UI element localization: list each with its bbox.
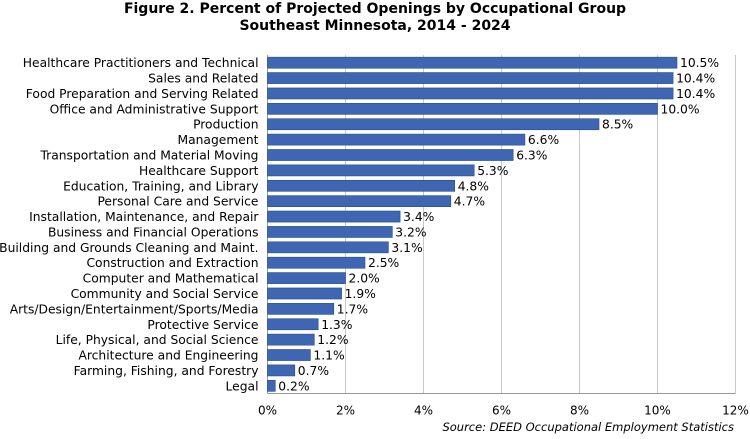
category-label: Office and Administrative Support <box>50 102 259 116</box>
data-label: 4.8% <box>458 179 489 193</box>
bar <box>267 133 526 146</box>
data-label: 10.0% <box>661 102 700 116</box>
bar <box>267 103 658 115</box>
x-tick-label: 8% <box>570 404 589 418</box>
data-label: 10.4% <box>676 87 715 101</box>
bar <box>267 272 346 284</box>
data-label: 1.3% <box>321 318 352 332</box>
category-label: Business and Financial Operations <box>48 225 259 239</box>
bar <box>267 318 319 331</box>
category-label: Community and Social Service <box>71 287 259 301</box>
category-label: Healthcare Practitioners and Technical <box>23 56 259 70</box>
data-label: 1.7% <box>337 302 368 316</box>
data-label: 10.4% <box>676 72 715 86</box>
bar <box>267 241 389 254</box>
source-note: Source: DEED Occupational Employment Sta… <box>442 420 734 434</box>
bar <box>267 333 315 346</box>
category-label: Education, Training, and Library <box>63 179 258 193</box>
category-label: Management <box>177 133 258 147</box>
data-label: 4.7% <box>454 195 485 209</box>
data-label: 10.5% <box>680 56 719 70</box>
data-label: 0.7% <box>298 364 329 378</box>
x-tick-label: 2% <box>336 404 355 418</box>
category-label: Legal <box>226 379 259 393</box>
bar <box>267 179 455 192</box>
category-label: Healthcare Support <box>139 164 259 178</box>
category-label: Sales and Related <box>148 72 258 86</box>
x-tick-label: 4% <box>414 404 433 418</box>
category-label: Farming, Fishing, and Forestry <box>74 364 259 378</box>
data-label: 1.1% <box>313 349 344 363</box>
data-label: 1.2% <box>317 333 348 347</box>
x-tick-label: 0% <box>258 404 277 418</box>
category-label: Building and Grounds Cleaning and Maint. <box>0 241 259 255</box>
category-label: Personal Care and Service <box>97 195 258 209</box>
category-label: Architecture and Engineering <box>78 349 258 363</box>
bar <box>267 379 276 392</box>
bar <box>267 303 335 315</box>
data-label: 3.1% <box>391 241 422 255</box>
data-label: 6.6% <box>528 133 559 147</box>
bar <box>267 87 674 100</box>
chart-title: Figure 2. Percent of Projected Openings … <box>123 1 627 17</box>
category-label: Construction and Extraction <box>86 256 258 270</box>
category-label: Installation, Maintenance, and Repair <box>29 210 259 224</box>
data-label: 6.3% <box>516 149 547 163</box>
category-label: Life, Physical, and Social Science <box>56 333 259 347</box>
bar <box>267 226 393 238</box>
x-tick-label: 12% <box>722 404 749 418</box>
x-tick-label: 10% <box>644 404 671 418</box>
data-label: 3.4% <box>403 210 434 224</box>
bar <box>267 56 678 69</box>
bar <box>267 364 296 377</box>
category-label: Computer and Mathematical <box>83 272 259 286</box>
chart-subtitle: Southeast Minnesota, 2014 - 2024 <box>239 18 511 34</box>
category-label: Transportation and Material Moving <box>39 149 258 163</box>
data-label: 8.5% <box>602 118 633 132</box>
data-label: 1.9% <box>345 287 376 301</box>
bar <box>267 287 342 300</box>
bar <box>267 149 514 161</box>
bar <box>267 164 475 177</box>
data-label: 0.2% <box>278 379 309 393</box>
x-tick-label: 6% <box>492 404 511 418</box>
bar <box>267 349 311 361</box>
category-label: Arts/Design/Entertainment/Sports/Media <box>10 302 259 316</box>
data-label: 3.2% <box>395 225 426 239</box>
bar <box>267 210 401 223</box>
category-label: Production <box>193 118 258 132</box>
data-label: 2.5% <box>368 256 399 270</box>
bar <box>267 118 600 131</box>
bar <box>267 195 452 208</box>
data-label: 2.0% <box>349 272 380 286</box>
category-label: Protective Service <box>147 318 258 332</box>
data-label: 5.3% <box>477 164 508 178</box>
bar <box>267 72 674 84</box>
category-label: Food Preparation and Serving Related <box>26 87 259 101</box>
bar <box>267 256 366 269</box>
